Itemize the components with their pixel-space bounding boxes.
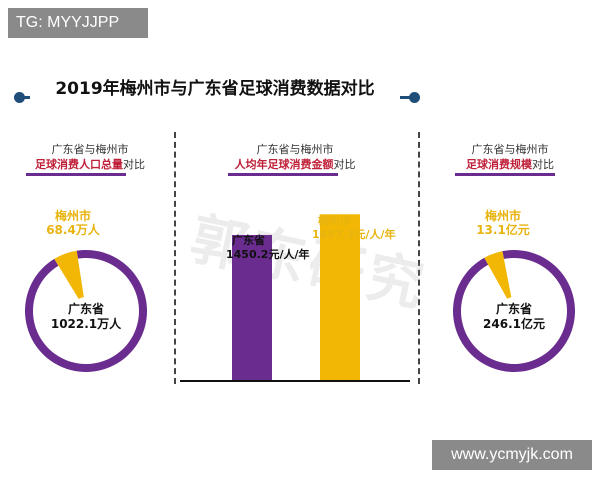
panel-scale-header-suffix: 对比: [532, 158, 554, 171]
scale-guangdong-value: 246.1亿元: [483, 317, 545, 331]
population-meizhou-value: 68.4万人: [46, 223, 100, 237]
title-rule-dot-right: [409, 92, 420, 103]
bar-meizhou: [320, 214, 360, 380]
scale-meizhou-value: 13.1亿元: [476, 223, 530, 237]
scale-guangdong-label: 广东省 246.1亿元: [478, 302, 550, 332]
population-guangdong-name: 广东省: [67, 302, 104, 316]
bar-guangdong-value: 1450.2元/人/年: [226, 248, 310, 261]
panel-spending-underline: [228, 173, 338, 176]
panel-population-header: 广东省与梅州市 足球消费人口总量对比: [20, 142, 160, 172]
panel-spending-header-line1: 广东省与梅州市: [256, 143, 334, 156]
population-meizhou-label: 梅州市 68.4万人: [40, 209, 106, 237]
site-url-badge: www.ycmyjk.com: [432, 440, 592, 470]
panel-scale-header: 广东省与梅州市 足球消费规模对比: [440, 142, 580, 172]
population-slice-meizhou: [54, 250, 84, 300]
bar-guangdong-name: 广东省: [232, 234, 265, 247]
bar-meizhou-label: 梅州市 1657.3元/人/年: [312, 214, 395, 242]
scale-meizhou-name: 梅州市: [484, 209, 521, 223]
bar-guangdong: [232, 234, 272, 380]
bar-meizhou-name: 梅州市: [318, 214, 351, 227]
population-guangdong-value: 1022.1万人: [50, 317, 122, 331]
panel-scale-header-line1: 广东省与梅州市: [471, 143, 549, 156]
panel-population-underline: [26, 173, 126, 176]
tg-badge: TG: MYYJJPP: [8, 8, 148, 38]
scale-slice-meizhou: [484, 251, 512, 299]
bar-meizhou-value: 1657.3元/人/年: [312, 228, 396, 241]
chart-title: 2019年梅州市与广东省足球消费数据对比: [30, 74, 400, 104]
panel-population-header-line1: 广东省与梅州市: [51, 143, 129, 156]
population-meizhou-name: 梅州市: [54, 209, 91, 223]
bar-guangdong-label: 广东省 1450.2元/人/年: [226, 234, 309, 262]
scale-guangdong-name: 广东省: [495, 302, 532, 316]
panel-spending-header-suffix: 对比: [333, 158, 356, 171]
panel-population-header-highlight: 足球消费人口总量: [35, 158, 123, 171]
population-donut: [25, 249, 148, 372]
scale-donut: [453, 250, 575, 372]
panel-scale-underline: [455, 173, 555, 176]
spending-bar-chart: [180, 214, 410, 382]
panel-population-header-suffix: 对比: [123, 158, 145, 171]
panel-spending-header-highlight: 人均年足球消费金额: [234, 158, 334, 171]
panel-spending-header: 广东省与梅州市 人均年足球消费金额对比: [220, 142, 370, 172]
divider-right: [418, 132, 420, 384]
panel-scale-header-highlight: 足球消费规模: [466, 158, 532, 171]
scale-meizhou-label: 梅州市 13.1亿元: [470, 209, 536, 237]
divider-left: [174, 132, 176, 384]
title-rule-dot-left: [14, 92, 25, 103]
population-meizhou-percent: 6.7%: [66, 243, 87, 252]
population-guangdong-label: 广东省 1022.1万人: [50, 302, 122, 332]
scale-meizhou-percent: 5.3%: [497, 240, 518, 249]
